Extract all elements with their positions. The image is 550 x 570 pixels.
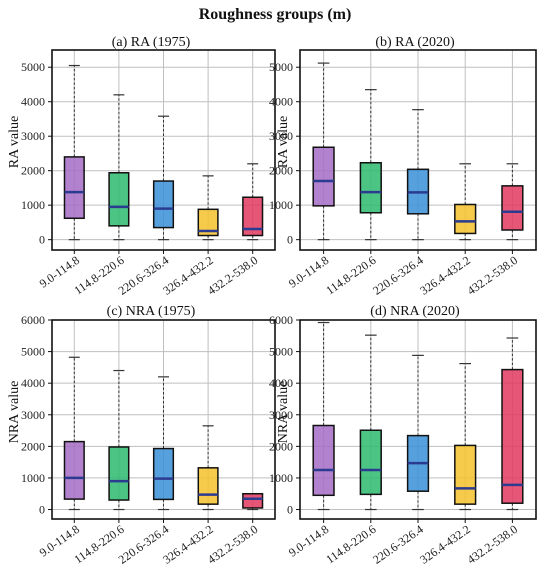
y-tick-label: 4000 [21,95,45,109]
y-tick-label: 4000 [269,95,293,109]
y-tick-label: 1000 [269,198,293,212]
x-tick-label: 432.2-538.0 [205,253,261,298]
y-tick-label: 3000 [269,408,293,422]
y-tick-label: 1000 [21,198,45,212]
box-iqr [242,196,264,237]
y-axis-label: RA value [7,116,22,169]
y-tick-label: 2000 [269,164,293,178]
y-tick-label: 3000 [269,129,293,143]
y-axis-label: NRA value [276,381,291,444]
panel-a: (a) RA (1975) RA value 0 1000 2000 3000 4000… [7,35,276,298]
box-iqr [454,203,477,235]
box-iqr [63,156,85,220]
y-tick-label: 0 [287,503,293,517]
y-tick-label: 5000 [269,60,293,74]
y-tick-label: 6000 [21,313,45,327]
box-iqr [359,429,382,496]
box-iqr [454,444,477,505]
box-iqr [501,368,524,504]
panel-b: (b) RA (2020) RA value 0 1000 2000 3000 4000… [269,35,537,298]
y-tick-label: 2000 [269,439,293,453]
box-iqr [108,172,130,227]
y-tick-label: 0 [39,233,45,247]
panel-title: (d) NRA (2020) [370,304,460,319]
y-tick-label: 5000 [21,60,45,74]
box-iqr [501,185,524,231]
x-tick-label: 432.2-538.0 [205,522,261,567]
panel-c: (c) NRA (1975) NRA value 0 1000 2000 3000 40… [7,304,276,567]
box-iqr [197,208,219,237]
y-tick-label: 4000 [21,376,45,390]
box-iqr [312,424,335,497]
x-tick-label: 326.4-432.2 [417,253,473,298]
y-axis-label: RA value [276,116,291,169]
y-tick-label: 0 [287,233,293,247]
panel-title: (a) RA (1975) [112,35,191,50]
x-tick-label: 432.2-538.0 [465,253,521,298]
box-iqr [152,447,175,501]
y-tick-label: 5000 [21,345,45,359]
y-tick-label: 2000 [21,439,45,453]
y-tick-label: 6000 [269,313,293,327]
figure-suptitle: Roughness groups (m) [199,6,352,23]
box-iqr [152,180,175,229]
y-tick-label: 1000 [21,471,45,485]
box-iqr [312,146,335,207]
box-iqr [197,467,219,505]
y-tick-label: 2000 [21,164,45,178]
x-tick-label: 114.8-220.6 [323,522,378,566]
x-tick-label: 114.8-220.6 [323,253,378,297]
x-tick-label: 432.2-538.0 [465,522,521,567]
y-tick-label: 1000 [269,471,293,485]
box-iqr [242,492,264,509]
y-tick-label: 4000 [269,376,293,390]
y-tick-label: 3000 [21,129,45,143]
y-tick-label: 0 [39,503,45,517]
y-axis-label: NRA value [7,381,22,444]
panel-title: (c) NRA (1975) [107,304,196,319]
box-iqr [63,440,85,500]
box-iqr [359,162,382,214]
panel-d: (d) NRA (2020) NRA value 0 1000 2000 3000 40… [269,304,537,567]
y-tick-label: 3000 [21,408,45,422]
panel-title: (b) RA (2020) [375,35,455,50]
x-tick-label: 220.6-326.4 [370,522,426,567]
y-tick-label: 5000 [269,345,293,359]
x-tick-label: 220.6-326.4 [370,253,426,298]
box-iqr [108,446,130,501]
x-tick-label: 326.4-432.2 [417,522,473,567]
